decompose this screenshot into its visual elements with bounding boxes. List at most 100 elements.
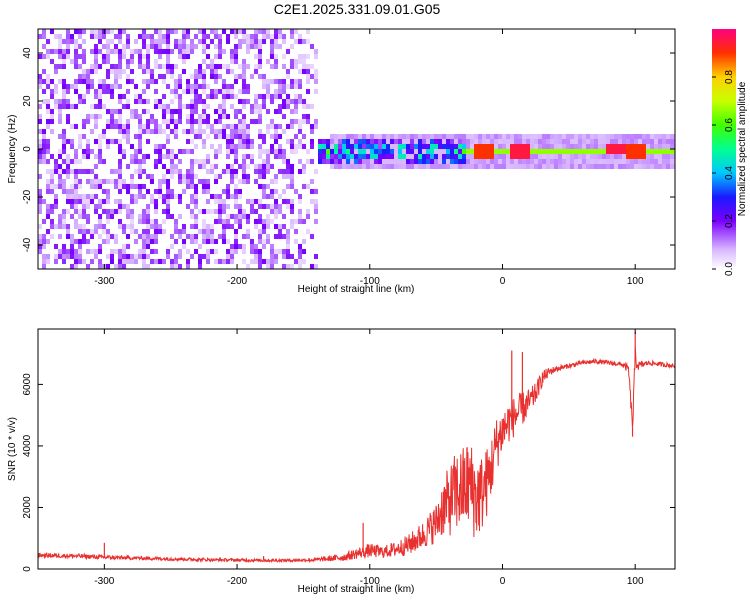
heatmap-cell: [398, 149, 402, 154]
heatmap-cell: [390, 164, 394, 169]
heatmap-cell: [102, 159, 106, 164]
heatmap-cell: [302, 134, 306, 139]
heatmap-cell: [86, 154, 90, 159]
heatmap-cell: [142, 254, 146, 259]
heatmap-cell: [90, 149, 94, 154]
heatmap-cell: [126, 259, 130, 264]
x-tick-label: -100: [360, 576, 380, 587]
heatmap-cell: [154, 124, 158, 129]
heatmap-cell: [150, 219, 154, 224]
heatmap-cell: [254, 199, 258, 204]
heatmap-cell: [334, 139, 338, 144]
heatmap-cell: [614, 144, 618, 149]
heatmap-cell: [278, 204, 282, 209]
heatmap-cell: [286, 94, 290, 99]
heatmap-cell: [342, 164, 346, 169]
heatmap-cell: [262, 224, 266, 229]
heatmap-cell: [506, 139, 510, 144]
heatmap-cell: [454, 144, 458, 149]
heatmap-cell: [254, 164, 258, 169]
heatmap-cell: [222, 89, 226, 94]
heatmap-cell: [194, 159, 198, 164]
heatmap-cell: [154, 204, 158, 209]
heatmap-cell: [422, 139, 426, 144]
heatmap-cell: [254, 209, 258, 214]
heatmap-cell: [650, 154, 654, 159]
heatmap-cell: [206, 94, 210, 99]
heatmap-cell: [162, 154, 166, 159]
heatmap-cell: [86, 69, 90, 74]
heatmap-cell: [366, 149, 370, 154]
heatmap-cell: [294, 29, 298, 34]
heatmap-cell: [138, 214, 142, 219]
heatmap-cell: [78, 229, 82, 234]
heatmap-cell: [194, 109, 198, 114]
heatmap-cell: [242, 59, 246, 64]
heatmap-cell: [306, 119, 310, 124]
heatmap-cell: [190, 124, 194, 129]
heatmap-cell: [278, 224, 282, 229]
heatmap-cell: [414, 154, 418, 159]
heatmap-cell: [594, 159, 598, 164]
heatmap-cell: [66, 174, 70, 179]
heatmap-cell: [50, 179, 54, 184]
heatmap-cell: [94, 164, 98, 169]
heatmap-cell: [38, 104, 42, 109]
heatmap-cell: [90, 129, 94, 134]
snr-x-label: Height of straight line (km): [298, 584, 415, 595]
heatmap-cell: [242, 249, 246, 254]
heatmap-cell: [62, 129, 66, 134]
heatmap-cell: [290, 179, 294, 184]
heatmap-cell: [70, 199, 74, 204]
heatmap-cell: [394, 164, 398, 169]
heatmap-cell: [82, 74, 86, 79]
heatmap-cell: [566, 159, 570, 164]
heatmap-cell: [226, 169, 230, 174]
heatmap-cell: [290, 209, 294, 214]
heatmap-cell: [666, 134, 670, 139]
heatmap-cell: [310, 144, 314, 149]
heatmap-cell: [482, 144, 486, 149]
heatmap-cell: [90, 169, 94, 174]
heatmap-cell: [182, 244, 186, 249]
heatmap-cell: [146, 129, 150, 134]
heatmap-cell: [498, 159, 502, 164]
heatmap-cell: [70, 139, 74, 144]
heatmap-cell: [158, 144, 162, 149]
heatmap-cell: [118, 189, 122, 194]
heatmap-cell: [226, 34, 230, 39]
heatmap-cell: [466, 139, 470, 144]
heatmap-cell: [218, 134, 222, 139]
heatmap-cell: [618, 144, 622, 149]
heatmap-cell: [198, 164, 202, 169]
heatmap-cell: [126, 64, 130, 69]
heatmap-cell: [350, 164, 354, 169]
heatmap-cell: [210, 209, 214, 214]
heatmap-cell: [278, 149, 282, 154]
heatmap-cell: [74, 194, 78, 199]
heatmap-cell: [558, 159, 562, 164]
heatmap-cell: [198, 259, 202, 264]
heatmap-cell: [146, 109, 150, 114]
heatmap-cell: [234, 199, 238, 204]
heatmap-cell: [78, 224, 82, 229]
heatmap-cell: [270, 99, 274, 104]
heatmap-cell: [154, 219, 158, 224]
heatmap-cell: [98, 219, 102, 224]
heatmap-cell: [658, 159, 662, 164]
heatmap-cell: [38, 154, 42, 159]
heatmap-cell: [234, 34, 238, 39]
heatmap-cell: [274, 234, 278, 239]
heatmap-cell: [130, 159, 134, 164]
heatmap-cell: [110, 139, 114, 144]
heatmap-cell: [138, 254, 142, 259]
heatmap-cell: [642, 139, 646, 144]
heatmap-cell: [254, 64, 258, 69]
heatmap-cell: [258, 114, 262, 119]
heatmap-cell: [134, 154, 138, 159]
heatmap-cell: [190, 194, 194, 199]
heatmap-cell: [154, 29, 158, 34]
heatmap-cell: [294, 229, 298, 234]
heatmap-cell: [218, 104, 222, 109]
heatmap-cell: [454, 164, 458, 169]
